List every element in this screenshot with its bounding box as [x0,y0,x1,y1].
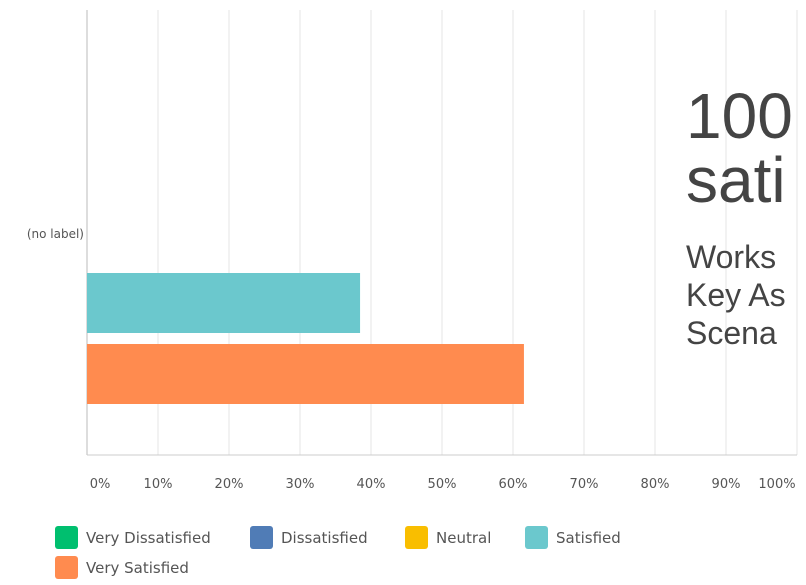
legend-swatch-dissatisfied [250,526,273,549]
bar-satisfied[interactable] [87,273,361,333]
legend-item-very-satisfied: Very Satisfied [55,556,189,579]
x-tick-label: 80% [641,477,670,492]
legend-label-satisfied: Satisfied [556,528,621,547]
x-tick-label: 100% [758,477,795,492]
overlay-line-2: Key As [686,277,786,313]
x-tick-label: 90% [712,477,741,492]
category-label: (no label) [27,227,84,241]
legend-label-very-dissatisfied: Very Dissatisfied [86,528,211,547]
y-axis-categories: (no label) [27,227,84,241]
x-tick-label: 0% [90,477,111,492]
legend-label-neutral: Neutral [436,528,492,547]
gridlines [86,10,798,456]
legend-label-dissatisfied: Dissatisfied [281,528,368,547]
x-tick-label: 60% [499,477,528,492]
overlay-line-1: Works [686,239,777,275]
x-tick-label: 10% [144,477,173,492]
legend-swatch-satisfied [525,526,548,549]
legend-item-dissatisfied: Dissatisfied [250,526,368,549]
legend-label-very-satisfied: Very Satisfied [86,558,189,577]
legend-swatch-neutral [405,526,428,549]
legend-swatch-very-dissatisfied [55,526,78,549]
legend-item-satisfied: Satisfied [525,526,621,549]
bars [87,273,524,404]
legend-item-neutral: Neutral [405,526,491,549]
legend-item-very-dissatisfied: Very Dissatisfied [55,526,211,549]
x-tick-label: 70% [570,477,599,492]
x-tick-label: 50% [428,477,457,492]
x-tick-label: 30% [286,477,315,492]
overlay-title-line-1: 100 [686,84,793,152]
overlay-text-panel: 100 sati Works Key As Scena [686,84,806,352]
overlay-title-line-2: sati [686,144,786,216]
legend-swatch-very-satisfied [55,556,78,579]
x-axis-ticks: 0% 10% 20% 30% 40% 50% 60% 70% 80% 90% 100% [90,477,796,492]
bar-very-satisfied[interactable] [87,344,524,404]
x-tick-label: 40% [357,477,386,492]
x-tick-label: 20% [215,477,244,492]
overlay-line-3: Scena [686,315,777,351]
